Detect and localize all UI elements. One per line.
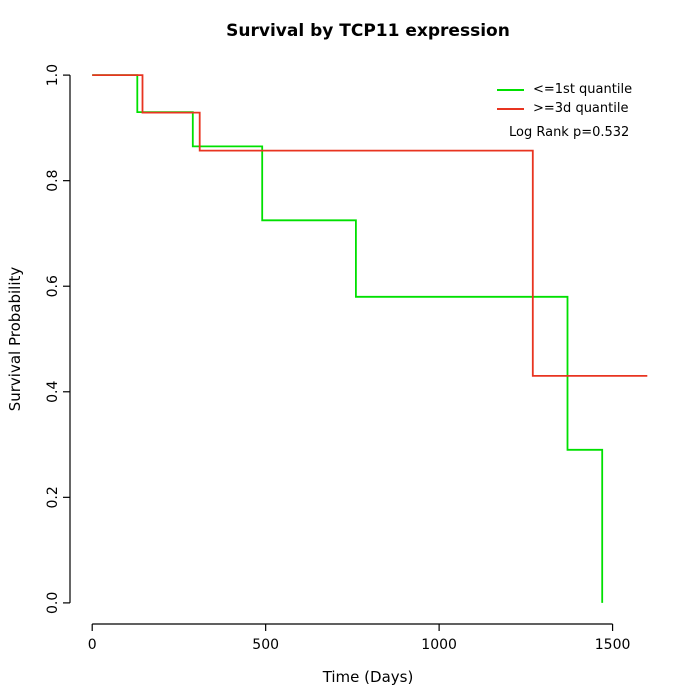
log-rank-annotation: Log Rank p=0.532 bbox=[509, 125, 630, 140]
survival-curve-low-expression bbox=[92, 74, 604, 603]
legend-line-green bbox=[497, 88, 524, 91]
legend-item-low-expression: <=1st quantile bbox=[497, 80, 632, 99]
x-tick-label: 500 bbox=[252, 637, 279, 653]
y-axis-title: Survival Probability bbox=[6, 267, 24, 412]
y-tick-label: 0.2 bbox=[45, 486, 61, 508]
x-tick-label: 0 bbox=[88, 637, 97, 653]
legend-label-high-expression: >=3d quantile bbox=[533, 101, 629, 116]
legend-line-red bbox=[497, 107, 524, 110]
legend-label-low-expression: <=1st quantile bbox=[533, 82, 633, 97]
y-tick-label: 0.0 bbox=[45, 592, 61, 614]
legend-item-high-expression: >=3d quantile bbox=[497, 99, 632, 118]
legend: <=1st quantile >=3d quantile Log Rank p=… bbox=[497, 80, 632, 140]
y-tick-label: 0.8 bbox=[45, 170, 61, 192]
chart-title: Survival by TCP11 expression bbox=[226, 21, 510, 41]
y-tick-label: 1.0 bbox=[45, 64, 61, 86]
y-tick-label: 0.4 bbox=[45, 381, 61, 403]
x-axis-title: Time (Days) bbox=[322, 668, 414, 686]
survival-curve-high-expression bbox=[92, 74, 648, 377]
y-tick-label: 0.6 bbox=[45, 275, 61, 297]
x-tick-label: 1000 bbox=[421, 637, 457, 653]
x-tick-label: 1500 bbox=[595, 637, 631, 653]
